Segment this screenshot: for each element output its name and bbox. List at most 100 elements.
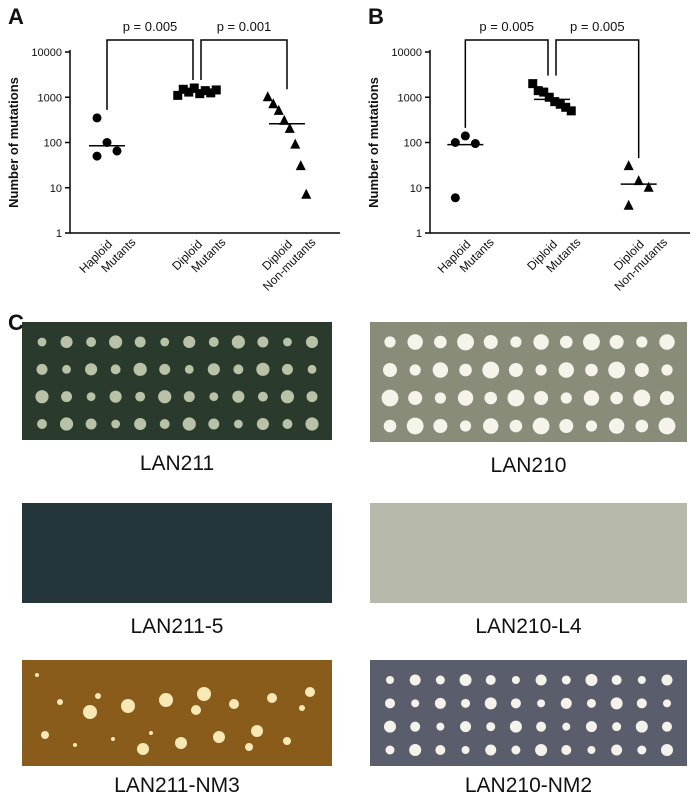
colony [483, 418, 499, 434]
colony [536, 721, 547, 732]
data-point [189, 83, 199, 93]
data-point [555, 99, 565, 109]
colony [133, 362, 147, 376]
plate-photo [22, 503, 332, 603]
colony [535, 744, 548, 756]
colony [86, 337, 97, 347]
colony [558, 362, 574, 378]
colony [532, 417, 550, 435]
colony [585, 674, 598, 686]
colony [459, 420, 472, 432]
colony [637, 745, 647, 755]
y-tick-label: 1000 [398, 92, 422, 104]
plate-caption: LAN211-NM3 [114, 774, 240, 797]
colony [208, 337, 219, 347]
data-point [301, 188, 312, 199]
colony [281, 363, 293, 375]
colony [636, 336, 648, 348]
colony [229, 699, 239, 709]
colony [282, 419, 293, 429]
colony [159, 693, 173, 707]
data-point [273, 104, 284, 115]
data-point [206, 88, 216, 98]
colony [634, 363, 649, 377]
plate-photo [370, 503, 687, 603]
colony [305, 687, 315, 697]
colony [110, 364, 121, 375]
colony [433, 419, 448, 433]
colony [612, 722, 622, 732]
colony [283, 737, 291, 745]
data-point [460, 131, 470, 141]
y-tick-label: 10000 [31, 47, 62, 59]
colony [661, 744, 673, 756]
panel-label: B [368, 4, 384, 29]
x-tick-label: DiploidNon-mutants [601, 224, 670, 293]
colony [659, 334, 675, 350]
colony [459, 363, 472, 377]
colony [507, 389, 525, 407]
colony [209, 392, 219, 402]
colony [62, 364, 71, 374]
colony [307, 364, 317, 374]
colony [661, 364, 673, 376]
colony [585, 363, 598, 377]
data-point [290, 138, 301, 149]
colony [609, 335, 624, 349]
data-point [528, 79, 538, 89]
colony [257, 336, 269, 348]
colony [408, 391, 423, 405]
colony [561, 675, 571, 685]
colony [191, 705, 201, 715]
y-axis-label: Number of mutations [6, 77, 21, 208]
colony [134, 417, 147, 431]
colony [409, 364, 421, 376]
colony [231, 335, 245, 349]
colony [637, 676, 646, 684]
colony [175, 737, 187, 749]
data-point [112, 146, 122, 156]
colony [485, 744, 497, 756]
significance-bracket [464, 39, 549, 128]
colony [510, 698, 521, 709]
colony [59, 417, 74, 431]
colony [559, 419, 574, 433]
y-tick-label: 10 [410, 183, 422, 195]
colony [383, 363, 397, 377]
colony [134, 336, 146, 348]
colony [461, 698, 471, 708]
colony [57, 699, 63, 705]
y-tick-label: 1 [56, 228, 62, 240]
colony [482, 361, 500, 379]
y-tick-label: 10000 [391, 47, 422, 59]
colony [633, 389, 651, 407]
colony [159, 419, 170, 429]
colony [434, 697, 446, 709]
colony [560, 697, 572, 709]
data-point [643, 181, 654, 192]
colony [183, 335, 196, 349]
colony [37, 337, 47, 347]
colony [305, 417, 319, 431]
y-tick-label: 1000 [38, 92, 62, 104]
colony [407, 334, 423, 350]
colony [406, 417, 424, 435]
colony [434, 335, 447, 349]
colony [256, 362, 270, 376]
colony [486, 722, 496, 732]
plate-photo [22, 322, 332, 440]
colony [385, 745, 395, 755]
colony [233, 364, 244, 375]
colony [207, 363, 220, 376]
colony [561, 745, 572, 755]
data-point [450, 138, 460, 147]
colony [160, 337, 170, 347]
colony [257, 391, 268, 402]
data-point [284, 122, 295, 133]
colony [159, 363, 171, 375]
data-point [262, 91, 273, 102]
data-point [195, 89, 205, 99]
data-point [450, 193, 460, 203]
significance-bracket [106, 39, 194, 110]
